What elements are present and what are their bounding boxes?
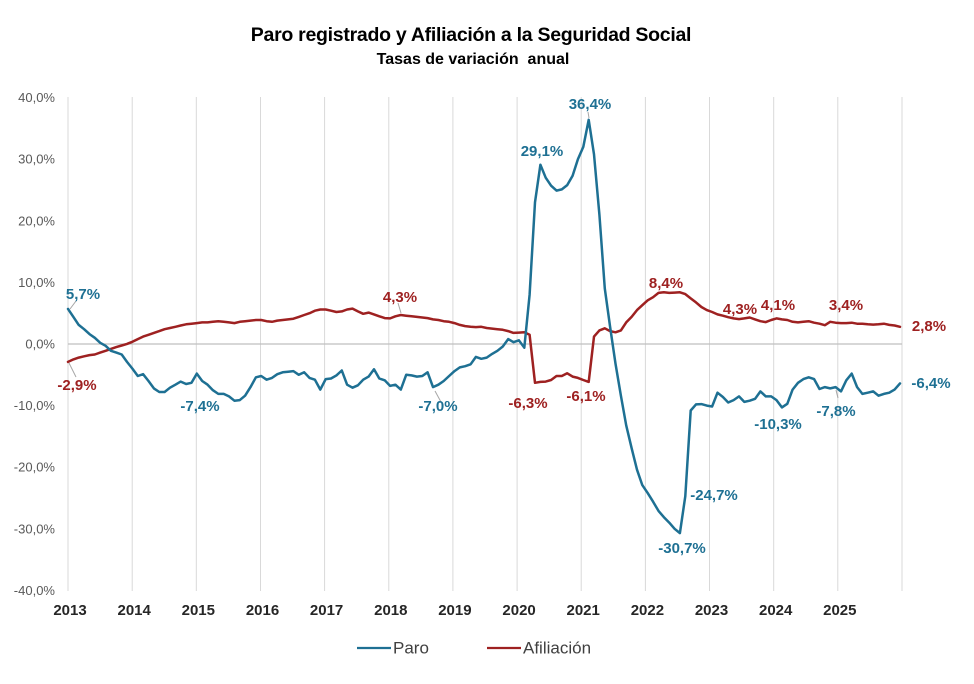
svg-text:-6,4%: -6,4% [911,375,950,392]
svg-text:4,1%: 4,1% [761,297,795,314]
svg-text:Paro registrado y Afiliación a: Paro registrado y Afiliación a la Seguri… [251,24,691,46]
svg-text:-20,0%: -20,0% [14,460,56,475]
svg-text:2023: 2023 [695,602,728,619]
svg-text:5,7%: 5,7% [66,286,100,303]
svg-text:3,4%: 3,4% [829,297,863,314]
svg-text:-40,0%: -40,0% [14,583,56,598]
svg-text:Tasas de variación anual: Tasas de variación anual [377,51,570,68]
svg-text:2016: 2016 [246,602,279,619]
svg-text:2020: 2020 [502,602,535,619]
svg-text:-2,9%: -2,9% [57,377,96,394]
svg-text:30,0%: 30,0% [18,152,55,167]
svg-text:36,4%: 36,4% [569,96,612,113]
svg-text:29,1%: 29,1% [521,143,564,160]
svg-text:8,4%: 8,4% [649,275,683,292]
svg-text:-10,0%: -10,0% [14,398,56,413]
svg-text:Paro: Paro [393,639,429,658]
svg-text:2019: 2019 [438,602,471,619]
svg-text:-24,7%: -24,7% [690,487,738,504]
svg-text:-6,1%: -6,1% [566,388,605,405]
svg-text:-6,3%: -6,3% [508,395,547,412]
svg-text:2018: 2018 [374,602,407,619]
svg-text:20,0%: 20,0% [18,213,55,228]
svg-text:-30,7%: -30,7% [658,540,706,557]
svg-text:-7,0%: -7,0% [418,398,457,415]
svg-text:4,3%: 4,3% [723,301,757,318]
svg-text:-7,8%: -7,8% [816,403,855,420]
svg-text:2017: 2017 [310,602,343,619]
svg-text:-30,0%: -30,0% [14,521,56,536]
svg-text:Afiliación: Afiliación [523,639,591,658]
svg-text:2022: 2022 [631,602,664,619]
svg-text:-7,4%: -7,4% [180,398,219,415]
svg-text:2014: 2014 [118,602,152,619]
svg-text:4,3%: 4,3% [383,289,417,306]
svg-text:2015: 2015 [182,602,215,619]
svg-text:2025: 2025 [823,602,856,619]
svg-text:-10,3%: -10,3% [754,416,802,433]
svg-text:0,0%: 0,0% [25,337,55,352]
svg-text:10,0%: 10,0% [18,275,55,290]
svg-text:40,0%: 40,0% [18,90,55,105]
svg-text:2024: 2024 [759,602,793,619]
svg-text:2021: 2021 [567,602,600,619]
svg-text:2,8%: 2,8% [912,318,946,335]
svg-text:2013: 2013 [53,602,86,619]
